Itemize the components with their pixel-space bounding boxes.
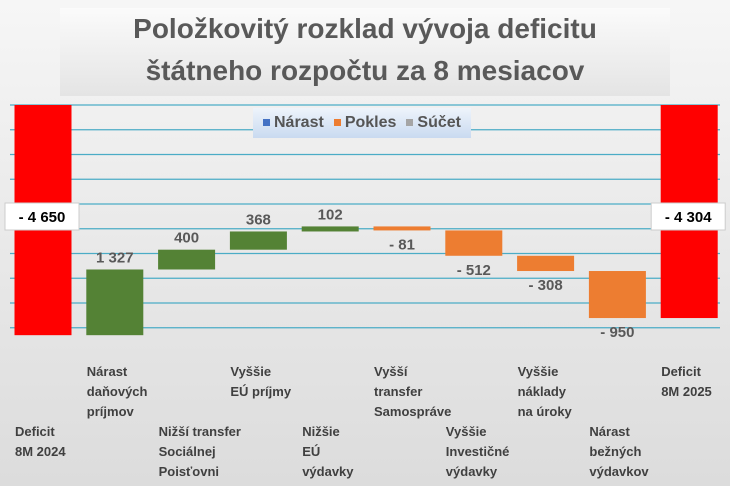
category-label: Nárast daňových príjmov	[87, 362, 148, 422]
legend-swatch	[333, 119, 341, 127]
category-label-line: bežných	[589, 444, 642, 459]
category-label-line: výdavkov	[589, 464, 649, 479]
bar-up	[86, 269, 144, 336]
category-label-line: transfer	[374, 384, 423, 399]
bar-down	[445, 230, 503, 256]
category-label-line: Nárast	[589, 424, 630, 439]
legend-label: Nárast	[274, 114, 324, 131]
category-label-line: príjmov	[86, 404, 134, 419]
bar-up	[229, 231, 287, 250]
category-label: Nižší transfer Sociálnej Poisťovni	[159, 422, 241, 482]
category-label-line: Deficit	[661, 364, 701, 379]
data-label: 1 327	[96, 249, 134, 266]
data-label: 102	[318, 206, 343, 223]
category-label-line: Vyšší	[374, 364, 408, 379]
category-label-line: náklady	[517, 384, 567, 399]
bar-up	[158, 249, 216, 270]
data-label: - 308	[528, 277, 562, 294]
data-label: - 4 304	[665, 209, 712, 226]
category-label-line: daňových	[86, 384, 148, 399]
category-label: Deficit 8M 2025	[661, 362, 712, 402]
category-label-line: Vyššie	[517, 364, 559, 379]
legend: Nárast Pokles Súčet	[253, 108, 471, 138]
category-label-line: výdavky	[302, 464, 354, 479]
title-line-2: štátneho rozpočtu za 8 mesiacov	[145, 55, 585, 86]
category-label-line: výdavky	[445, 464, 498, 479]
data-label: 400	[174, 230, 199, 247]
category-label: Nárast bežných výdavkov	[589, 422, 648, 482]
total-label-box: - 4 650	[4, 202, 80, 231]
data-label: - 4 650	[19, 209, 66, 226]
bar-down	[588, 271, 646, 319]
category-label-line: Vyššie	[445, 424, 487, 439]
category-label: Nižšie EÚ výdavky	[302, 422, 353, 482]
bar-down	[373, 226, 431, 231]
category-label-line: Sociálnej	[158, 444, 216, 459]
category-label-line: Deficit	[15, 424, 55, 439]
category-label-line: 8M 2025	[661, 384, 712, 399]
legend-item: Súčet	[406, 114, 461, 132]
category-label-line: Vyššie	[230, 364, 272, 379]
total-label-box: - 4 304	[650, 202, 726, 231]
bar-up	[301, 226, 359, 232]
category-label-line: 8M 2024	[15, 444, 66, 459]
chart-title: Položkovitý rozklad vývoja deficitu štát…	[60, 8, 670, 96]
category-label-line: na úroky	[517, 404, 572, 419]
category-label: Deficit 8M 2024	[15, 422, 66, 462]
category-label: Vyššie EÚ príjmy	[230, 362, 291, 402]
data-label: - 512	[457, 262, 491, 279]
legend-swatch	[406, 119, 414, 127]
category-label-line: EÚ	[302, 444, 321, 459]
category-label-line: Nižšie	[302, 424, 340, 439]
category-label-line: Investičné	[445, 444, 510, 459]
legend-item: Nárast	[263, 114, 324, 132]
category-label-line: EÚ príjmy	[230, 384, 292, 399]
title-line-1: Položkovitý rozklad vývoja deficitu	[133, 13, 597, 44]
data-label: - 81	[389, 236, 415, 253]
legend-item: Pokles	[333, 114, 397, 132]
category-label: Vyšší transfer Samospráve	[374, 362, 451, 422]
category-label: Vyššie náklady na úroky	[518, 362, 572, 422]
data-label: 368	[246, 211, 271, 228]
category-label-line: Samospráve	[374, 404, 452, 419]
category-label-line: Nižší transfer	[158, 424, 241, 439]
data-label: - 950	[600, 324, 634, 341]
bar-down	[517, 255, 575, 272]
legend-label: Pokles	[344, 114, 397, 131]
category-label-line: Nárast	[86, 364, 128, 379]
legend-swatch	[263, 119, 270, 127]
category-label: Vyššie Investičné výdavky	[446, 422, 510, 482]
legend-label: Súčet	[417, 114, 461, 131]
category-label-line: Poisťovni	[158, 464, 219, 479]
